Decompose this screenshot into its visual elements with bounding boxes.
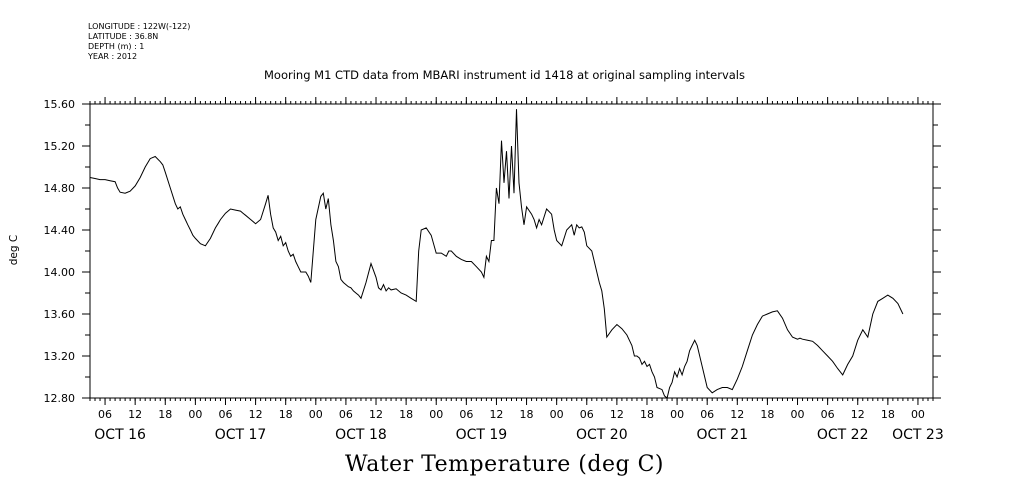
x-day-label: OCT 21: [696, 427, 748, 443]
longitude-text: LONGITUDE : 122W(-122): [88, 22, 191, 31]
x-day-label: OCT 20: [576, 427, 628, 443]
y-tick-label: 14.80: [44, 182, 76, 195]
x-hour-tick-label: 18: [760, 408, 774, 421]
x-hour-tick-label: 06: [580, 408, 594, 421]
chart-title: Mooring M1 CTD data from MBARI instrumen…: [264, 68, 745, 82]
y-tick-label: 14.40: [44, 224, 76, 237]
y-tick-label: 13.20: [44, 350, 76, 363]
x-hour-tick-label: 18: [881, 408, 895, 421]
x-hour-tick-label: 00: [670, 408, 684, 421]
y-tick-label: 12.80: [44, 392, 76, 405]
y-tick-label: 13.60: [44, 308, 76, 321]
x-hour-tick-label: 18: [520, 408, 534, 421]
x-hour-tick-label: 00: [309, 408, 323, 421]
x-hour-tick-label: 06: [459, 408, 473, 421]
x-hour-tick-label: 18: [279, 408, 293, 421]
y-tick-label: 15.20: [44, 140, 76, 153]
x-day-label: OCT 19: [456, 427, 508, 443]
temperature-series-line: [89, 109, 904, 399]
x-hour-tick-label: 12: [730, 408, 744, 421]
x-hour-tick-label: 00: [188, 408, 202, 421]
x-hour-tick-label: 06: [700, 408, 714, 421]
x-hour-tick-label: 12: [249, 408, 263, 421]
x-hour-tick-label: 12: [369, 408, 383, 421]
x-hour-tick-label: 00: [550, 408, 564, 421]
x-hour-tick-label: 18: [399, 408, 413, 421]
x-hour-tick-label: 06: [821, 408, 835, 421]
x-hour-tick-label: 06: [218, 408, 232, 421]
x-day-label: OCT 23: [892, 427, 944, 443]
x-hour-tick-label: 18: [158, 408, 172, 421]
x-hour-tick-label: 06: [98, 408, 112, 421]
x-hour-tick-label: 00: [911, 408, 925, 421]
x-hour-tick-label: 12: [851, 408, 865, 421]
y-tick-label: 15.60: [44, 98, 76, 111]
x-hour-tick-label: 18: [640, 408, 654, 421]
depth-text: DEPTH (m) : 1: [88, 42, 145, 51]
x-hour-tick-label: 12: [128, 408, 142, 421]
year-text: YEAR : 2012: [88, 52, 138, 61]
x-day-label: OCT 16: [94, 427, 146, 443]
latitude-text: LATITUDE : 36.8N: [88, 32, 159, 41]
x-axis-label: Water Temperature (deg C): [345, 452, 664, 477]
y-tick-label: 14.00: [44, 266, 76, 279]
axis-ticks: [82, 97, 941, 405]
x-day-label: OCT 22: [817, 427, 869, 443]
x-hour-tick-label: 06: [339, 408, 353, 421]
x-hour-tick-label: 00: [791, 408, 805, 421]
tick-labels: 06 12 18 00 06 12 18 00 06 12 18 00 06 12 18 00 06 12 18 00…: [44, 98, 944, 443]
x-hour-tick-label: 12: [610, 408, 624, 421]
plot-frame: [89, 103, 934, 399]
x-hour-tick-label: 12: [489, 408, 503, 421]
x-day-label: OCT 18: [335, 427, 387, 443]
x-day-label: OCT 17: [215, 427, 267, 443]
x-hour-tick-label: 00: [429, 408, 443, 421]
